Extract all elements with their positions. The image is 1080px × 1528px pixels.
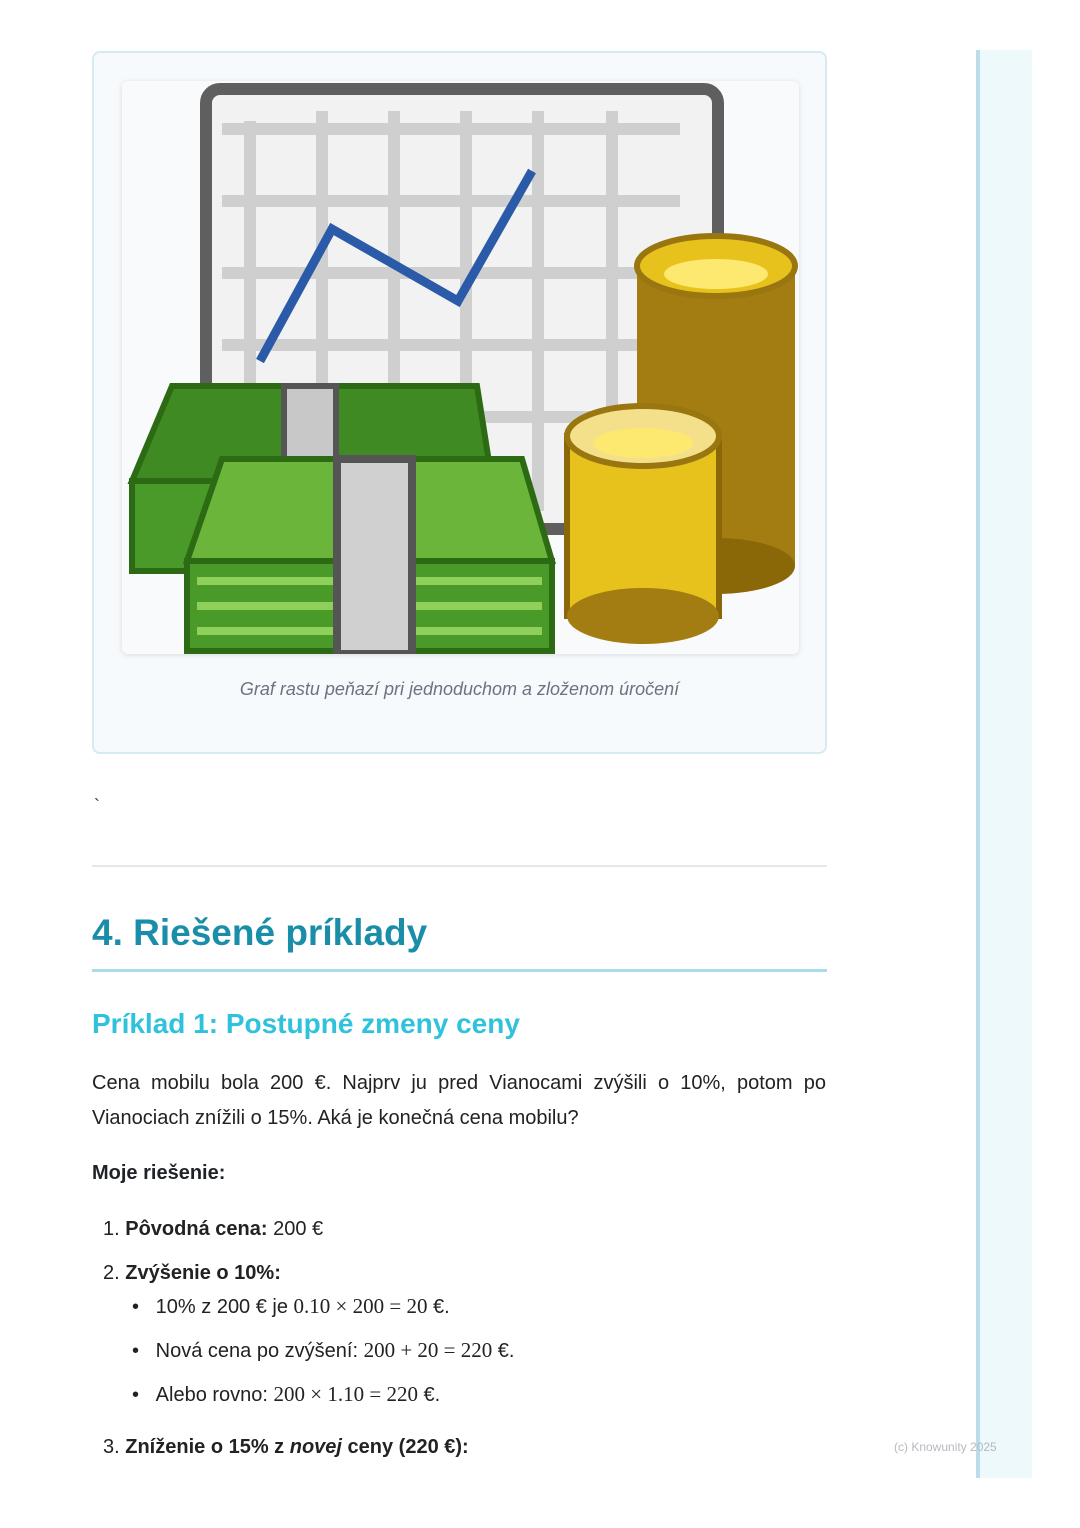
solution-label: Moje riešenie: — [92, 1162, 226, 1184]
side-panel — [976, 50, 1032, 1478]
coin-stack-short — [564, 403, 722, 644]
stray-character: ` — [94, 796, 100, 816]
figure: Graf rastu peňazí pri jednoduchom a zlož… — [92, 51, 827, 754]
bullet-item: • Nová cena po zvýšení: 200 + 20 = 220 €… — [132, 1338, 515, 1362]
bullet-item: • Alebo rovno: 200 × 1.10 = 220 €. — [132, 1382, 441, 1406]
problem-text: Cena mobilu bola 200 €. Najprv ju pred V… — [92, 1072, 826, 1129]
example-heading: Príklad 1: Postupné zmeny ceny — [92, 1008, 520, 1039]
money-growth-illustration — [122, 81, 799, 654]
section-heading: 4. Riešené príklady — [92, 912, 428, 953]
step-1: 1. Pôvodná cena: 200 € — [103, 1218, 324, 1240]
bullet-item: • 10% z 200 € je 0.10 × 200 = 20 €. — [132, 1294, 450, 1318]
step-3: 3. Zníženie o 15% z novej ceny (220 €): — [103, 1436, 469, 1458]
step-2: 2. Zvýšenie o 10%: — [103, 1262, 281, 1284]
figure-caption: Graf rastu peňazí pri jednoduchom a zlož… — [239, 679, 680, 699]
heading-underline — [92, 969, 827, 972]
divider — [92, 865, 827, 867]
copyright: (c) Knowunity 2025 — [894, 1440, 997, 1454]
cash-stack-front — [182, 455, 557, 654]
